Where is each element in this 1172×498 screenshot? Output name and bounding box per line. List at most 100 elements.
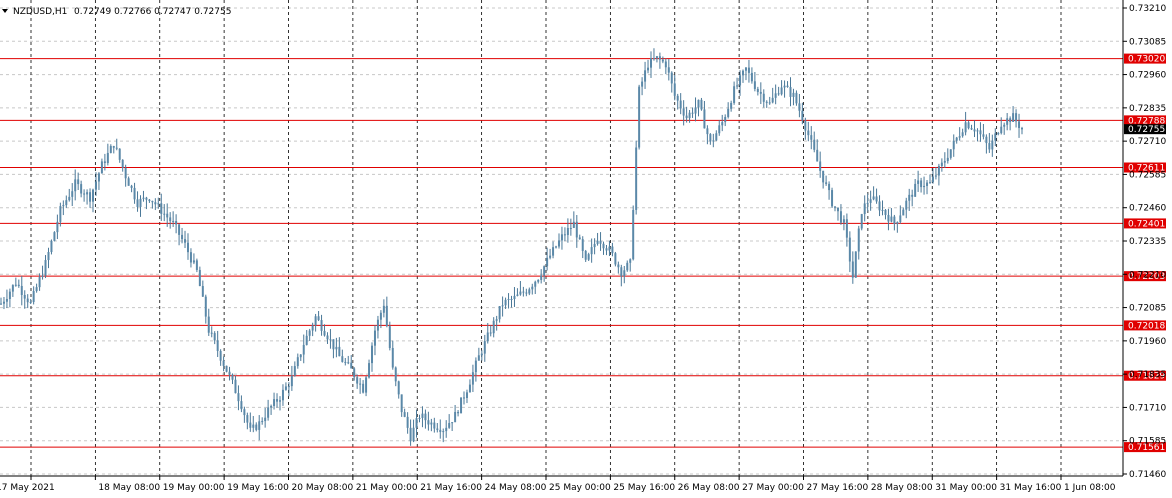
candle-body [801, 110, 804, 121]
candle-body [216, 340, 219, 351]
candle-body [872, 196, 875, 200]
time-tick-label: 27 May 00:00 [742, 483, 804, 493]
candle-body [124, 167, 127, 179]
candle-body [973, 129, 976, 132]
candle-body [465, 392, 468, 398]
candle-body [825, 182, 828, 184]
candle-body [934, 175, 937, 177]
candle-body [163, 213, 166, 215]
candle-body [151, 200, 154, 203]
candle-body [991, 140, 994, 150]
candle-body [839, 211, 842, 223]
candle-body [525, 292, 528, 294]
candle-body [400, 394, 403, 413]
level-price-tag [1124, 218, 1166, 229]
candle-body [391, 347, 394, 368]
candle-body [100, 161, 103, 174]
candle-body [504, 299, 507, 306]
candle-body [804, 120, 807, 131]
candle-body [626, 262, 629, 271]
candle-body [552, 247, 555, 256]
candle-body [184, 239, 187, 243]
candle-body [454, 411, 457, 423]
candle-body [638, 86, 641, 148]
candle-body [121, 159, 124, 168]
candle-body [127, 178, 130, 186]
candle-body [958, 136, 961, 138]
candle-body [555, 246, 558, 248]
candle-body [691, 112, 694, 114]
candle-body [169, 217, 172, 222]
candle-body [53, 232, 56, 241]
candles [0, 48, 1023, 446]
candle-body [97, 173, 100, 182]
candle-body [442, 431, 445, 433]
candle-body [703, 109, 706, 129]
candle-body [822, 170, 825, 183]
candle-body [997, 133, 1000, 135]
candle-body [74, 179, 77, 192]
candle-body [240, 401, 243, 410]
time-tick-label: 21 May 16:00 [420, 483, 482, 493]
candle-body [305, 335, 308, 345]
candle-body [712, 140, 715, 142]
candle-body [403, 412, 406, 417]
candle-body [471, 372, 474, 385]
candle-body [786, 85, 789, 88]
candle-body [178, 224, 181, 235]
candle-body [311, 325, 314, 331]
candle-body [747, 67, 750, 73]
candle-body [412, 427, 415, 442]
candle-body [195, 260, 198, 270]
candle-body [623, 270, 626, 277]
candle-body [679, 100, 682, 109]
candle-body [486, 332, 489, 342]
price-axis: 0.73210 0.73085 0.72960 0.72835 0.72710 0.725… [1122, 0, 1166, 480]
candle-body [816, 149, 819, 162]
candle-body [204, 296, 207, 317]
candle-body [480, 353, 483, 356]
candle-body [397, 381, 400, 395]
candle-body [667, 67, 670, 73]
candle-body [540, 275, 543, 280]
level-price-label: 0.73020 [1128, 55, 1165, 65]
time-tick-label: 31 May 00:00 [935, 483, 997, 493]
candle-body [1018, 121, 1021, 129]
candle-body [522, 291, 525, 293]
candle-body [160, 203, 163, 214]
time-tick-label: 28 May 08:00 [871, 483, 933, 493]
candle-body [831, 190, 834, 207]
candle-body [323, 330, 326, 336]
candle-body [955, 137, 958, 141]
candle-body [448, 423, 451, 428]
candle-body [332, 339, 335, 350]
price-tick-label: 0.72710 [1129, 137, 1166, 147]
level-price-tag [1124, 442, 1166, 453]
time-tick-label: 20 May 08:00 [292, 483, 354, 493]
candle-body [730, 102, 733, 109]
candle-body [273, 399, 276, 406]
candle-body [157, 203, 160, 205]
candle-body [715, 133, 718, 141]
candle-body [584, 250, 587, 260]
candle-body [362, 383, 365, 393]
candle-body [483, 341, 486, 354]
time-tick-label: 19 May 16:00 [227, 483, 289, 493]
candle-body [709, 134, 712, 142]
candle-body [578, 237, 581, 240]
time-tick-label: 26 May 08:00 [678, 483, 740, 493]
candle-body [222, 360, 225, 366]
candle-body [753, 81, 756, 89]
candle-body [928, 182, 931, 184]
candle-body [884, 209, 887, 215]
candle-body [842, 219, 845, 223]
candle-body [866, 202, 869, 204]
candle-body [878, 201, 881, 211]
candle-body [641, 81, 644, 87]
candle-body [742, 70, 745, 76]
candle-body [792, 92, 795, 97]
time-tick-label: 1 Jun 08:00 [1064, 483, 1116, 493]
symbol-dropdown-icon[interactable] [2, 9, 8, 13]
candle-body [931, 176, 934, 183]
